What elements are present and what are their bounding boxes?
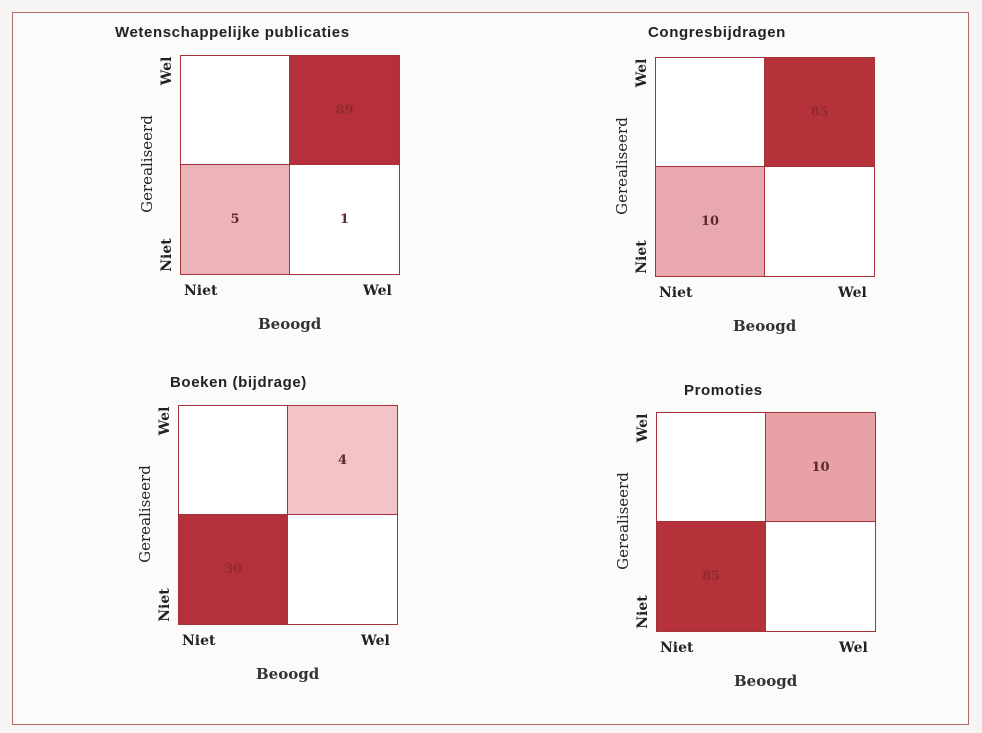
- matrix-cell: 4: [288, 406, 397, 515]
- x-tick-label: Wel: [363, 283, 392, 299]
- matrix-cell: [766, 522, 875, 631]
- confusion-matrix: 10 85: [656, 412, 876, 632]
- panel-title: Wetenschappelijke publicaties: [115, 24, 350, 41]
- matrix-cell: [181, 56, 290, 165]
- y-tick-label: Wel: [157, 406, 173, 436]
- y-tick-label: Niet: [634, 240, 650, 274]
- x-axis-label: Beoogd: [256, 665, 320, 683]
- matrix-cell: 85: [765, 58, 874, 167]
- confusion-matrix: 89 5 1: [180, 55, 400, 275]
- x-tick-label: Niet: [659, 285, 693, 301]
- x-axis-label: Beoogd: [734, 672, 798, 690]
- x-tick-label: Wel: [838, 285, 867, 301]
- panel-title: Promoties: [684, 382, 763, 399]
- panel-title: Boeken (bijdrage): [170, 374, 307, 391]
- y-tick-label: Wel: [634, 58, 650, 88]
- y-tick-label: Wel: [159, 56, 175, 86]
- x-axis-label: Beoogd: [258, 315, 322, 333]
- x-tick-label: Niet: [660, 640, 694, 656]
- matrix-cell: [765, 167, 874, 276]
- y-tick-label: Niet: [159, 238, 175, 272]
- matrix-cell: [656, 58, 765, 167]
- y-axis-label: Gerealiseerd: [136, 465, 154, 563]
- matrix-cell: [179, 406, 288, 515]
- x-tick-label: Niet: [182, 633, 216, 649]
- matrix-cell: [657, 413, 766, 522]
- y-axis-label: Gerealiseerd: [138, 115, 156, 213]
- x-tick-label: Wel: [839, 640, 868, 656]
- matrix-cell: 10: [656, 167, 765, 276]
- matrix-cell: 89: [290, 56, 399, 165]
- x-axis-label: Beoogd: [733, 317, 797, 335]
- y-tick-label: Niet: [635, 595, 651, 629]
- matrix-cell: 30: [179, 515, 288, 624]
- matrix-cell: 5: [181, 165, 290, 274]
- y-tick-label: Niet: [157, 588, 173, 622]
- matrix-cell: 85: [657, 522, 766, 631]
- matrix-cell: 10: [766, 413, 875, 522]
- confusion-matrix: 85 10: [655, 57, 875, 277]
- matrix-cell: 1: [290, 165, 399, 274]
- y-tick-label: Wel: [635, 413, 651, 443]
- x-tick-label: Niet: [184, 283, 218, 299]
- matrix-cell: [288, 515, 397, 624]
- panel-title: Congresbijdragen: [648, 24, 786, 41]
- x-tick-label: Wel: [361, 633, 390, 649]
- y-axis-label: Gerealiseerd: [614, 472, 632, 570]
- confusion-matrix: 4 30: [178, 405, 398, 625]
- y-axis-label: Gerealiseerd: [613, 117, 631, 215]
